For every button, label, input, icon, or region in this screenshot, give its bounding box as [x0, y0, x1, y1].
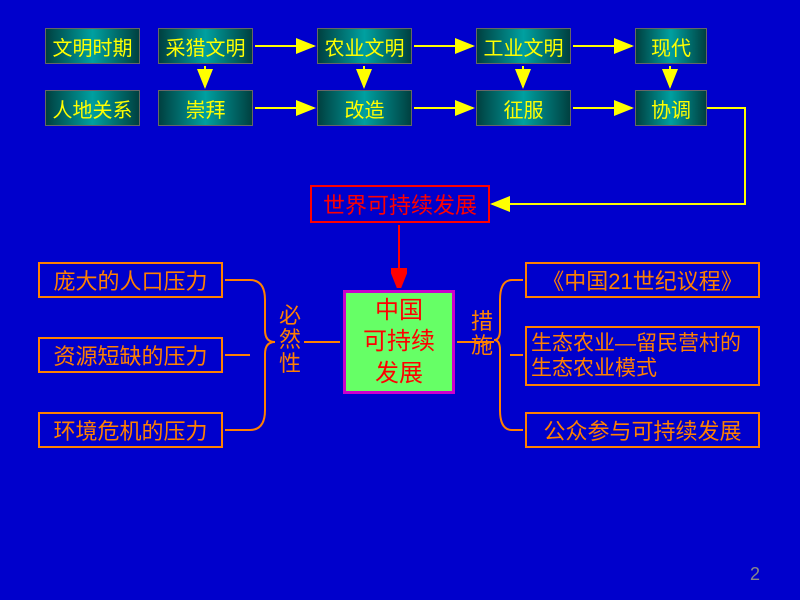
row2-box-2: 改造	[317, 90, 412, 126]
left-box-2: 环境危机的压力	[38, 412, 223, 448]
row2-box-1: 崇拜	[158, 90, 253, 126]
arrows-down	[205, 66, 670, 87]
center-box: 中国可持续发展	[343, 290, 455, 394]
row2-box-4: 协调	[635, 90, 707, 126]
label-0: 必然性	[276, 304, 304, 377]
right-box-1: 生态农业—留民营村的生态农业模式	[525, 326, 760, 386]
row2-box-0: 人地关系	[45, 90, 140, 126]
left-box-0: 庞大的人口压力	[38, 262, 223, 298]
row1-box-4: 现代	[635, 28, 707, 64]
left-box-1: 资源短缺的压力	[38, 337, 223, 373]
row1-box-3: 工业文明	[476, 28, 571, 64]
row1-box-1: 采猎文明	[158, 28, 253, 64]
row2-box-3: 征服	[476, 90, 571, 126]
page-number: 2	[750, 564, 760, 585]
world-box: 世界可持续发展	[310, 185, 490, 223]
label-1: 措施	[468, 310, 496, 358]
right-box-0: 《中国21世纪议程》	[525, 262, 760, 298]
right-box-2: 公众参与可持续发展	[525, 412, 760, 448]
right-bracket	[494, 280, 523, 430]
row1-box-0: 文明时期	[45, 28, 140, 64]
left-bracket	[225, 280, 275, 430]
row1-box-2: 农业文明	[317, 28, 412, 64]
